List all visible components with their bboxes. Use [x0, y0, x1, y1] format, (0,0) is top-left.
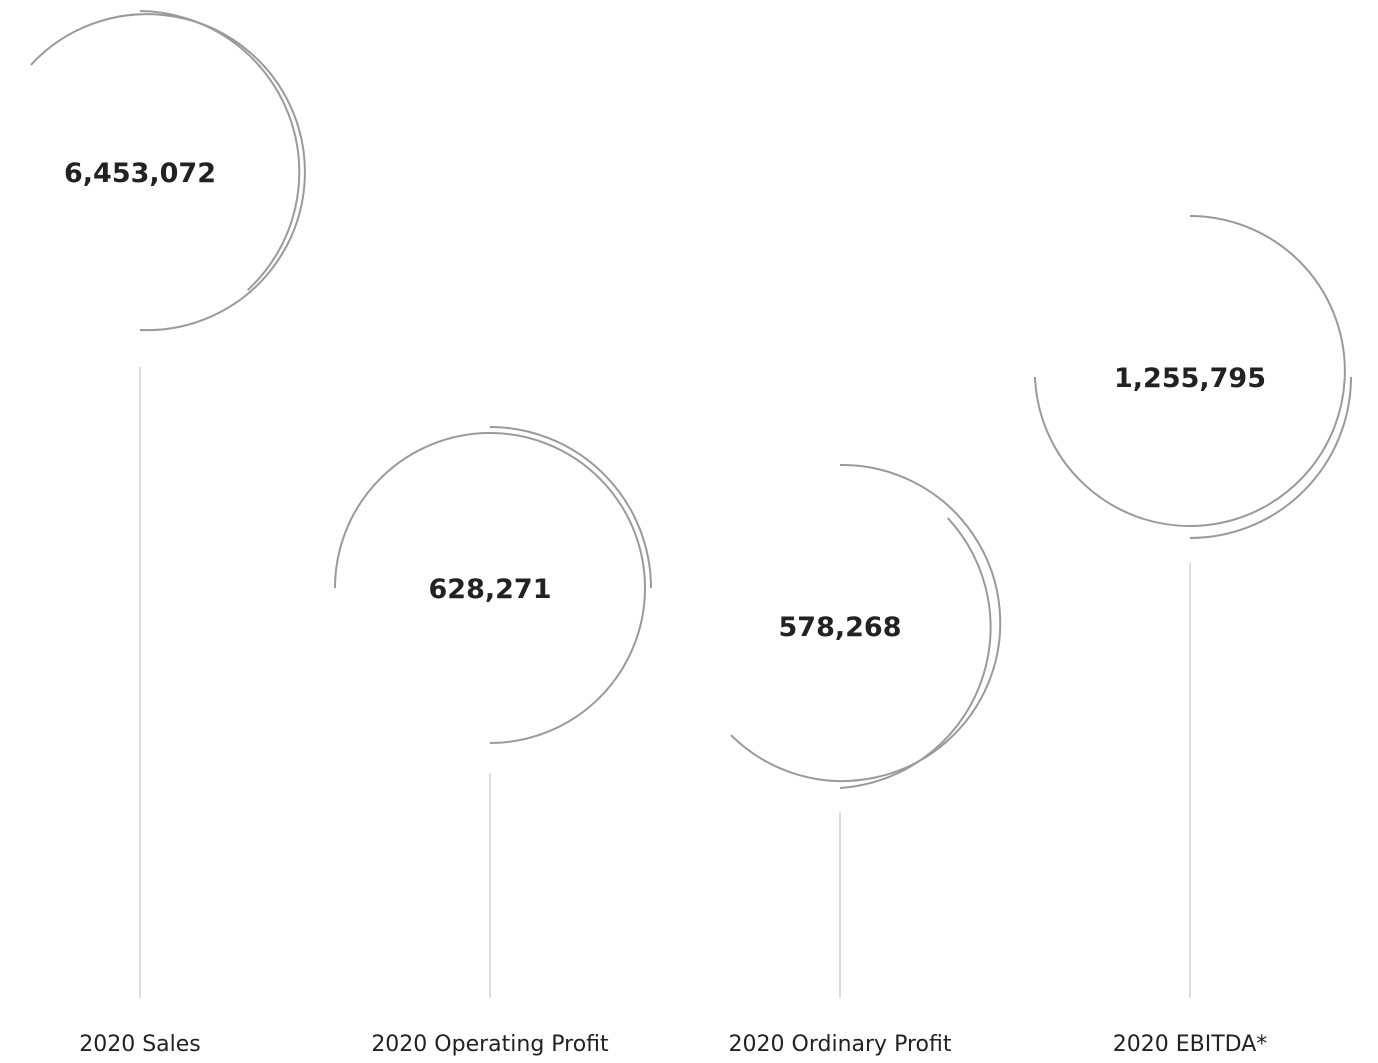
operating-profit-ring-accent-arc: [489, 426, 652, 589]
metric-operating-profit: 628,271 2020 Operating Profit: [334, 426, 652, 1057]
metric-sales: 6,453,072 2020 Sales: [30, 10, 306, 1057]
ebitda-value: 1,255,795: [1114, 363, 1266, 394]
ebitda-label: 2020 EBITDA*: [1113, 1032, 1268, 1057]
sales-value: 6,453,072: [64, 158, 216, 189]
operating-profit-label: 2020 Operating Profit: [371, 1032, 609, 1057]
sales-ring-arc: [30, 13, 306, 332]
ordinary-profit-ring-accent-arc: [839, 517, 992, 789]
operating-profit-value: 628,271: [429, 574, 552, 605]
sales-ring-accent-arc: [139, 10, 301, 291]
metric-ebitda: 1,255,795 2020 EBITDA*: [1034, 215, 1352, 1057]
ebitda-ring-accent-arc: [1189, 376, 1352, 539]
metric-ordinary-profit: 578,268 2020 Ordinary Profit: [729, 463, 1002, 1057]
ordinary-profit-ring-arc: [730, 463, 1002, 782]
sales-label: 2020 Sales: [79, 1032, 201, 1057]
operating-profit-ring-arc: [334, 432, 646, 744]
ordinary-profit-value: 578,268: [779, 612, 902, 643]
ebitda-ring-arc: [1034, 215, 1346, 527]
ordinary-profit-label: 2020 Ordinary Profit: [729, 1032, 952, 1057]
